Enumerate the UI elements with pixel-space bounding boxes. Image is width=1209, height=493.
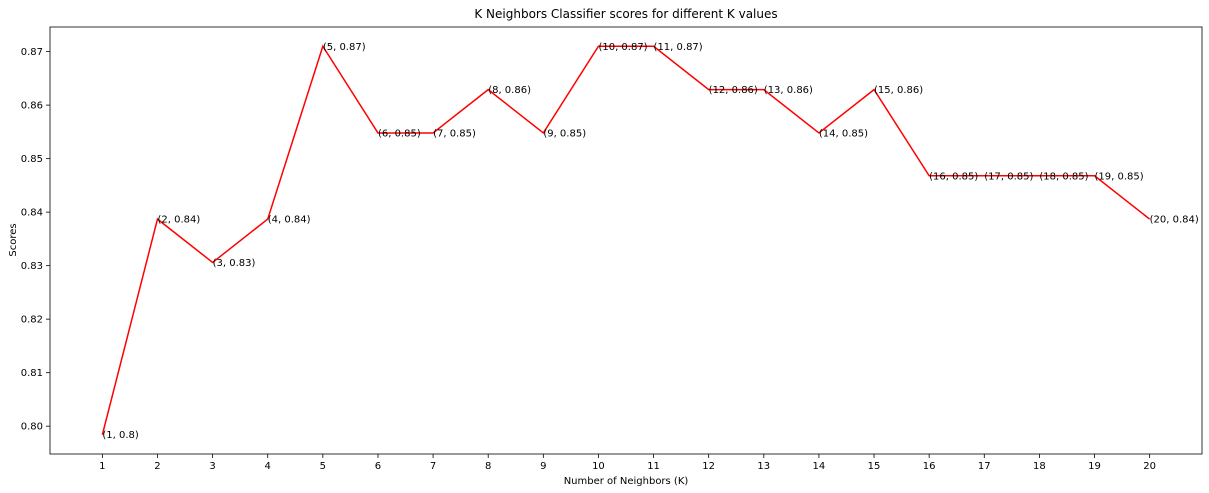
x-tick-label: 6 <box>375 461 381 472</box>
x-tick-label: 17 <box>978 461 991 472</box>
data-label: (9, 0.85) <box>543 128 586 139</box>
data-label: (18, 0.85) <box>1039 171 1088 182</box>
x-tick-label: 10 <box>592 461 605 472</box>
x-tick-label: 11 <box>647 461 660 472</box>
y-tick-label: 0.85 <box>21 154 43 165</box>
data-label: (19, 0.85) <box>1095 171 1144 182</box>
x-tick-label: 5 <box>320 461 326 472</box>
chart-title: K Neighbors Classifier scores for differ… <box>474 7 777 21</box>
data-label: (14, 0.85) <box>819 128 868 139</box>
data-label: (2, 0.84) <box>157 215 200 226</box>
y-tick-label: 0.87 <box>21 47 43 58</box>
data-label: (16, 0.85) <box>929 171 978 182</box>
x-tick-label: 4 <box>265 461 271 472</box>
y-tick-label: 0.83 <box>21 261 43 272</box>
plot-area: 1 2 3 4 5 6 7 8 9 10 11 12 13 14 15 16 17 18 19 200.800.810… <box>21 26 1203 472</box>
data-label: (3, 0.83) <box>213 258 256 269</box>
y-tick-label: 0.80 <box>21 422 43 433</box>
data-label: (20, 0.84) <box>1150 215 1199 226</box>
data-label: (12, 0.86) <box>709 85 758 96</box>
y-tick-label: 0.84 <box>21 208 43 219</box>
data-label: (17, 0.85) <box>984 171 1033 182</box>
data-label: (11, 0.87) <box>654 42 703 53</box>
x-tick-label: 19 <box>1088 461 1101 472</box>
x-tick-label: 3 <box>209 461 215 472</box>
data-label: (8, 0.86) <box>488 85 531 96</box>
x-tick-label: 20 <box>1143 461 1156 472</box>
x-tick-label: 14 <box>813 461 826 472</box>
x-tick-label: 15 <box>868 461 881 472</box>
x-tick-label: 7 <box>430 461 436 472</box>
x-axis-label: Number of Neighbors (K) <box>564 476 689 487</box>
y-tick-label: 0.81 <box>21 368 43 379</box>
x-tick-label: 12 <box>702 461 715 472</box>
x-tick-label: 8 <box>485 461 491 472</box>
series-line <box>101 44 1151 435</box>
data-label: (7, 0.85) <box>433 128 476 139</box>
data-label: (10, 0.87) <box>598 42 647 53</box>
y-tick-label: 0.86 <box>21 101 43 112</box>
x-tick-label: 2 <box>154 461 160 472</box>
data-label: (4, 0.84) <box>268 215 311 226</box>
x-tick-label: 9 <box>540 461 546 472</box>
x-tick-label: 18 <box>1033 461 1046 472</box>
data-label: (6, 0.85) <box>378 128 421 139</box>
plot-frame <box>49 26 1203 455</box>
y-tick-label: 0.82 <box>21 315 43 326</box>
data-label: (5, 0.87) <box>323 42 366 53</box>
x-tick-label: 16 <box>923 461 936 472</box>
y-axis-label: Scores <box>8 223 19 256</box>
x-tick-label: 13 <box>757 461 770 472</box>
data-label: (1, 0.8) <box>102 430 139 441</box>
data-label: (15, 0.86) <box>874 85 923 96</box>
data-label: (13, 0.86) <box>764 85 813 96</box>
x-tick-label: 1 <box>99 461 105 472</box>
